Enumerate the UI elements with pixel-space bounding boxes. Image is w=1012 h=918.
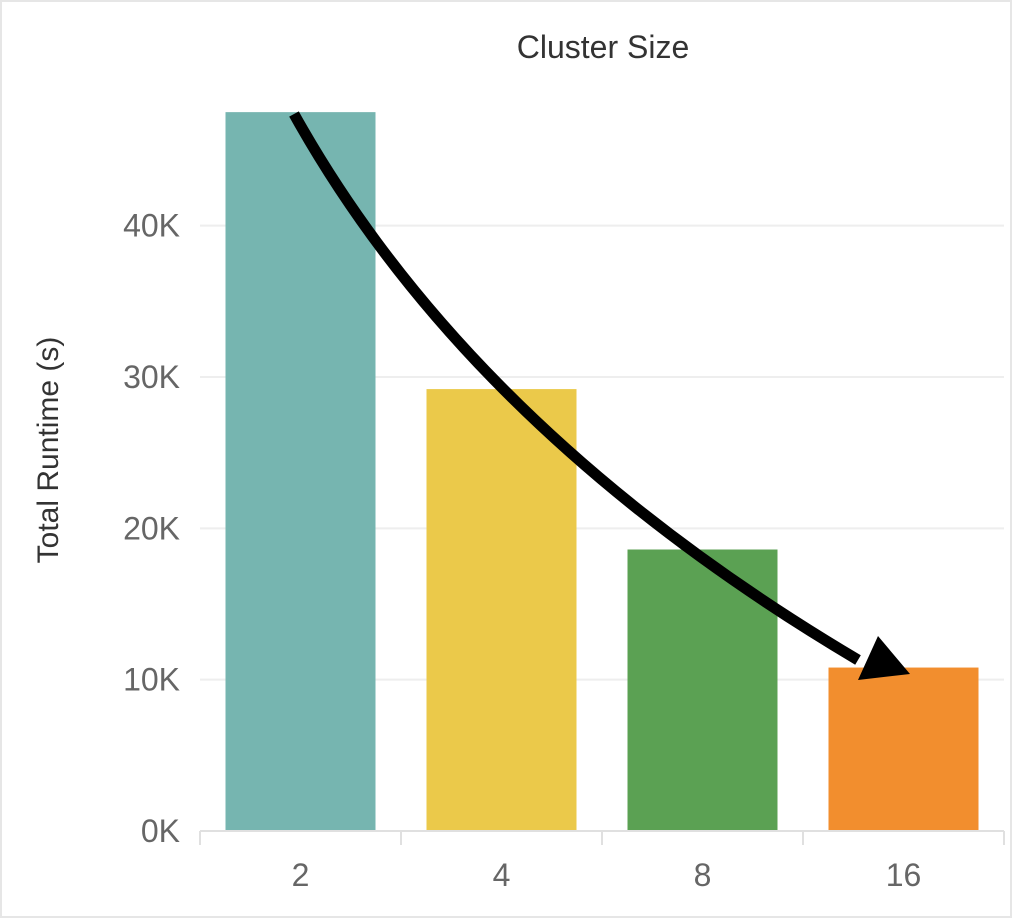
chart-title: Cluster Size xyxy=(517,29,690,65)
bar xyxy=(828,667,979,831)
x-ticks: 2 4 8 16 xyxy=(199,831,1005,893)
bars xyxy=(225,112,979,831)
trend-arrow xyxy=(289,111,910,680)
y-ticks: 0K 10K 20K 30K 40K xyxy=(123,208,180,849)
x-tick-label: 16 xyxy=(886,857,922,893)
x-tick-label: 8 xyxy=(694,857,712,893)
x-tick-label: 2 xyxy=(292,857,310,893)
y-tick-label: 0K xyxy=(141,813,180,849)
trend-arrow-head xyxy=(858,636,910,680)
x-tick-label: 4 xyxy=(493,857,511,893)
y-tick-label: 30K xyxy=(123,359,180,395)
bar xyxy=(426,389,577,831)
y-tick-label: 10K xyxy=(123,662,180,698)
y-axis-label: Total Runtime (s) xyxy=(32,337,65,564)
bar xyxy=(225,112,376,831)
trend-arrow-curve xyxy=(289,111,861,665)
y-tick-label: 40K xyxy=(123,208,180,244)
y-tick-label: 20K xyxy=(123,510,180,546)
